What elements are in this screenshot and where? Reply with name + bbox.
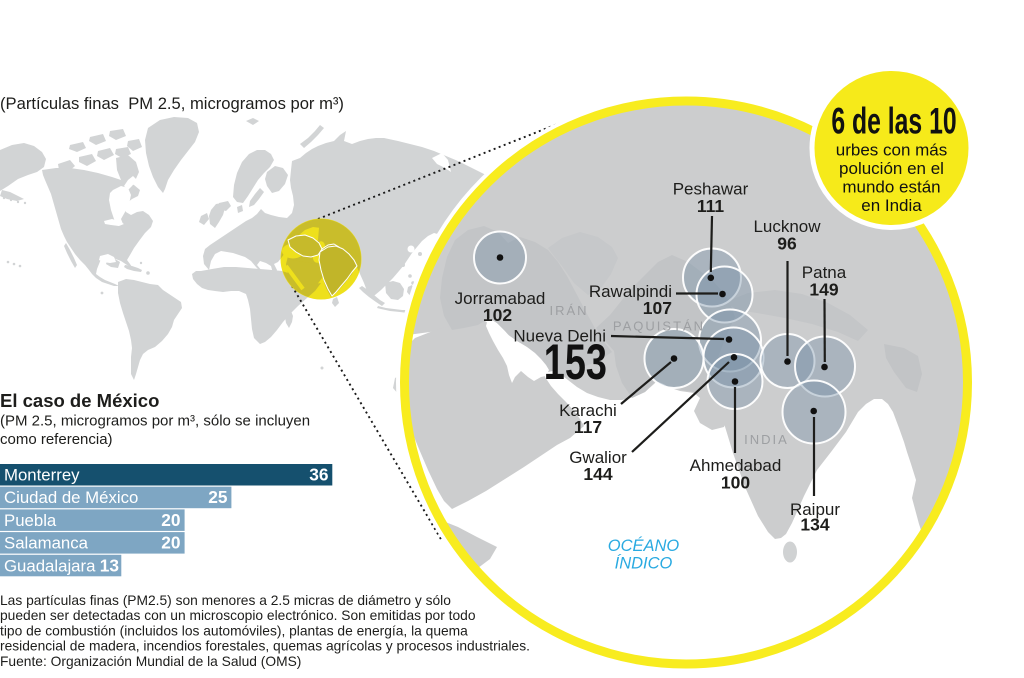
svg-text:residencial de madera, incendi: residencial de madera, incendios foresta…	[0, 639, 530, 654]
svg-text:Las partículas finas (PM2.5) s: Las partículas finas (PM2.5) son menores…	[0, 593, 451, 608]
svg-text:mundo están: mundo están	[842, 178, 940, 197]
svg-text:134: 134	[800, 515, 829, 535]
svg-text:6 de las 10: 6 de las 10	[831, 99, 956, 141]
svg-text:pueden ser detectadas con un m: pueden ser detectadas con un microscopio…	[0, 608, 476, 623]
svg-text:Monterrey: Monterrey	[4, 466, 80, 485]
svg-text:INDIA: INDIA	[744, 432, 789, 447]
svg-text:13: 13	[100, 555, 119, 575]
svg-text:36: 36	[309, 465, 328, 485]
svg-text:Puebla: Puebla	[4, 511, 57, 530]
svg-text:153: 153	[544, 335, 607, 390]
svg-text:96: 96	[777, 234, 797, 254]
svg-text:20: 20	[161, 510, 180, 530]
svg-text:como referencia): como referencia)	[0, 431, 113, 448]
svg-text:IRÁN: IRÁN	[549, 303, 588, 318]
svg-text:25: 25	[208, 487, 228, 507]
svg-text:111: 111	[697, 196, 725, 216]
svg-text:20: 20	[161, 533, 180, 553]
svg-text:Salamanca: Salamanca	[4, 534, 89, 553]
svg-text:107: 107	[643, 298, 672, 318]
svg-text:en India: en India	[861, 196, 922, 215]
svg-text:polución en el: polución en el	[839, 159, 944, 178]
svg-text:100: 100	[721, 473, 750, 493]
svg-text:El caso de México: El caso de México	[0, 390, 159, 411]
svg-text:144: 144	[583, 464, 612, 484]
svg-text:(PM 2.5, microgramos por m³, s: (PM 2.5, microgramos por m³, sólo se inc…	[0, 413, 310, 430]
svg-text:OCÉANO: OCÉANO	[608, 536, 680, 555]
svg-text:Fuente: Organización Mundial d: Fuente: Organización Mundial de la Salud…	[0, 654, 301, 669]
svg-text:102: 102	[483, 305, 512, 325]
svg-text:117: 117	[574, 417, 602, 437]
svg-text:(Partículas finas PM 2.5, mic: (Partículas finas PM 2.5, microgramos po…	[0, 94, 344, 113]
svg-text:149: 149	[809, 280, 838, 300]
svg-text:urbes con más: urbes con más	[836, 141, 948, 160]
svg-text:PAQUISTÁN: PAQUISTÁN	[613, 319, 705, 334]
svg-text:ÍNDICO: ÍNDICO	[615, 554, 673, 573]
svg-text:tipo de combustión (incluidos: tipo de combustión (incluidos los automó…	[0, 623, 468, 638]
svg-text:Ciudad de México: Ciudad de México	[4, 488, 138, 507]
svg-text:Guadalajara: Guadalajara	[4, 556, 96, 575]
